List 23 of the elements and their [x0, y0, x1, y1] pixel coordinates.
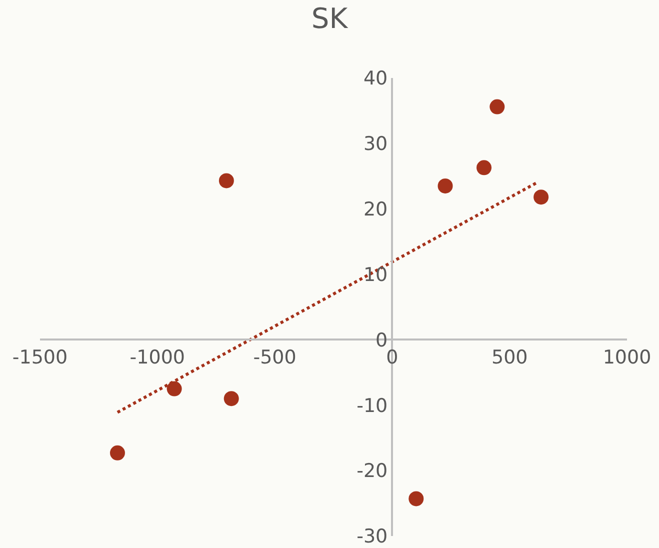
- x-tick-label: -1000: [130, 346, 186, 368]
- point: [110, 445, 125, 460]
- x-tick-label: -500: [253, 346, 296, 368]
- point: [476, 160, 492, 176]
- y-tick-label: -20: [356, 460, 388, 482]
- x-tick-label: -1500: [12, 346, 68, 368]
- y-tick-label: 20: [363, 198, 388, 221]
- x-tick-label: 1000: [602, 346, 652, 368]
- point: [438, 178, 453, 194]
- point: [534, 190, 549, 205]
- x-tick-label: 500: [491, 346, 528, 368]
- point: [408, 491, 424, 506]
- point: [490, 99, 505, 114]
- y-tick-label: 40: [363, 68, 388, 90]
- point: [218, 173, 234, 188]
- y-tick-label: 0: [376, 329, 388, 352]
- y-tick-label: 30: [363, 133, 388, 156]
- point: [166, 381, 182, 396]
- y-tick-label: -10: [356, 394, 388, 417]
- chart-title: SK: [311, 2, 348, 35]
- point: [224, 391, 239, 406]
- y-tick-label: 10: [363, 264, 388, 286]
- y-tick-label: -30: [356, 526, 388, 548]
